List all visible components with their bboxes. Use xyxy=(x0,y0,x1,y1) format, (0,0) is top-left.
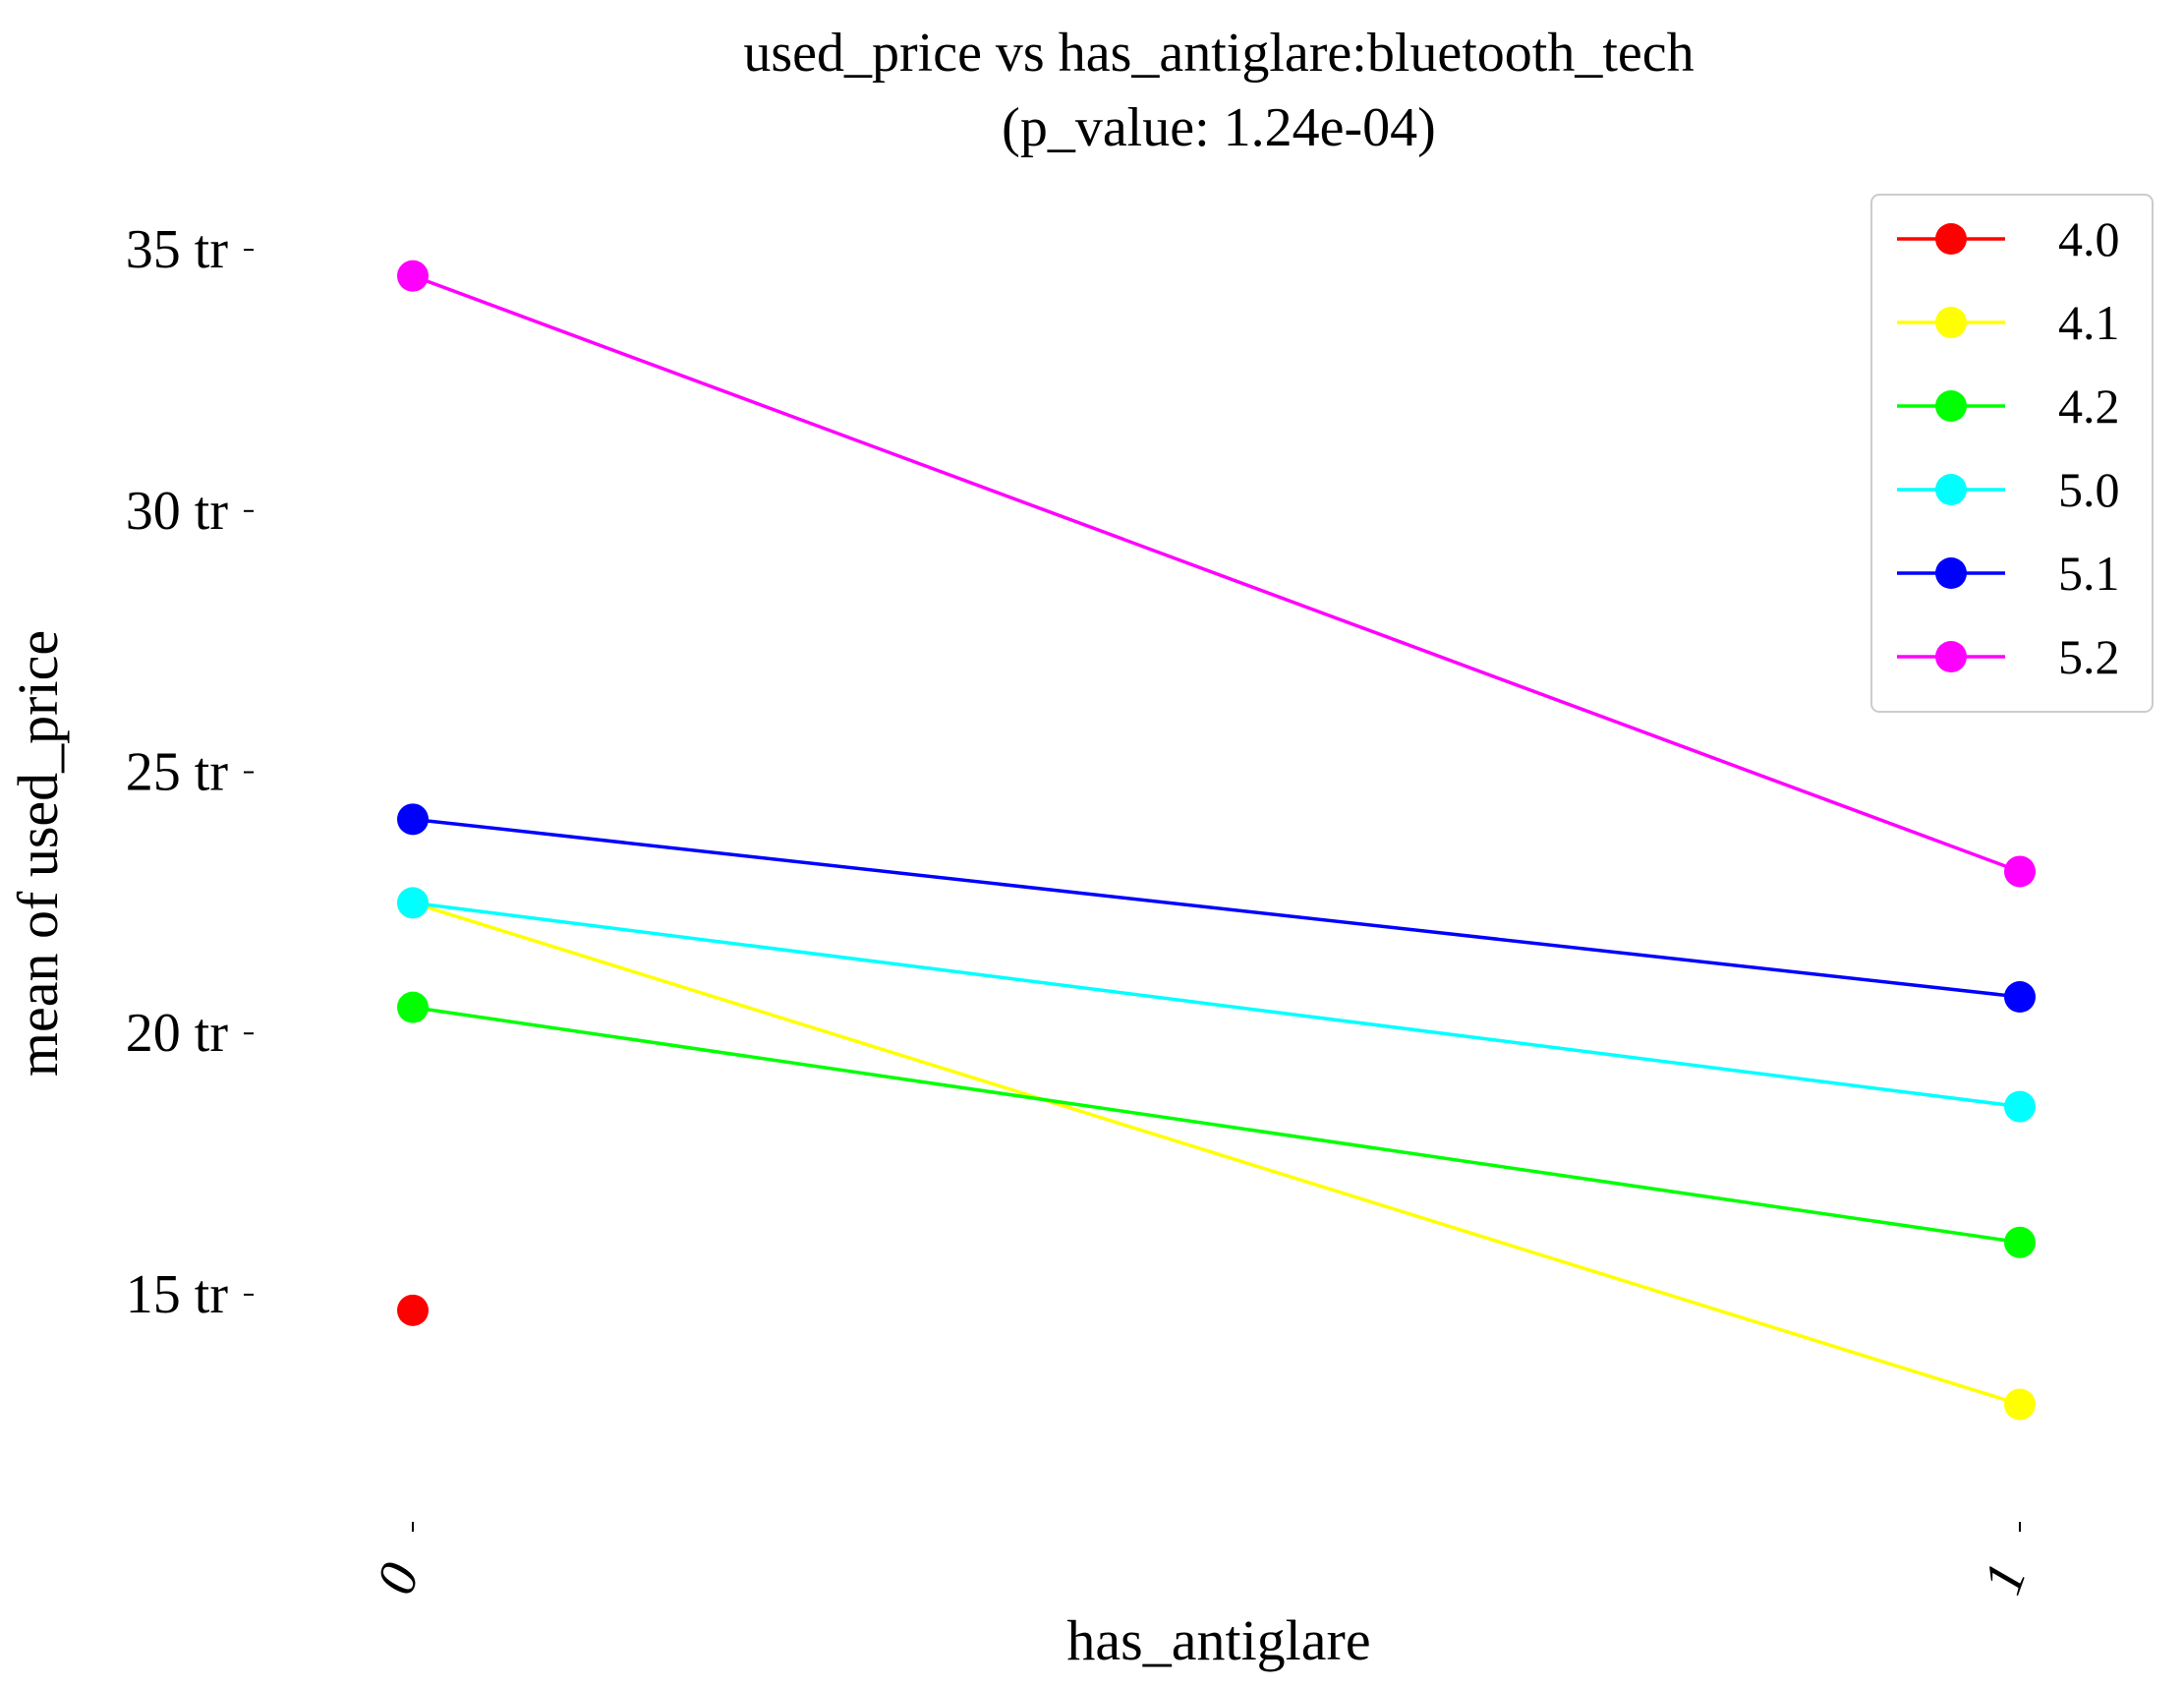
legend-label: 4.2 xyxy=(2058,378,2120,434)
y-tick-label: 35 tr xyxy=(126,219,229,280)
y-tick-label: 15 tr xyxy=(126,1264,229,1325)
series-4.2 xyxy=(397,991,2036,1258)
legend-label: 5.1 xyxy=(2058,546,2120,601)
legend-entry: 4.1 xyxy=(1897,295,2120,350)
series-5.1 xyxy=(397,803,2036,1014)
legend-entry: 5.2 xyxy=(1897,629,2120,684)
data-point xyxy=(2004,1090,2036,1123)
legend-marker xyxy=(1935,390,1967,422)
data-point xyxy=(397,991,429,1023)
data-point xyxy=(2004,1226,2036,1258)
series-5.0 xyxy=(397,887,2036,1123)
legend-entry: 4.2 xyxy=(1897,378,2120,434)
y-axis-label: mean of used_price xyxy=(6,630,70,1077)
legend-marker xyxy=(1935,223,1967,255)
y-axis: 15 tr 20 tr 25 tr 30 tr 35 tr xyxy=(126,219,254,1325)
y-tick-label: 25 tr xyxy=(126,742,229,803)
legend-marker xyxy=(1935,474,1967,505)
x-axis-label: has_antiglare xyxy=(1066,1608,1370,1672)
legend: 4.0 4.1 4.2 5.0 5.1 5.2 xyxy=(1870,194,2154,713)
legend-marker xyxy=(1935,557,1967,589)
data-point xyxy=(397,803,429,836)
y-tick-label: 20 tr xyxy=(126,1003,229,1064)
legend-marker xyxy=(1935,641,1967,672)
data-point xyxy=(2004,855,2036,888)
legend-entry: 5.0 xyxy=(1897,462,2120,517)
data-point xyxy=(397,260,429,292)
plot-area xyxy=(397,260,2036,1421)
legend-label: 4.1 xyxy=(2058,295,2120,350)
series-4.1 xyxy=(397,887,2036,1421)
legend-entry: 4.0 xyxy=(1897,211,2120,266)
legend-label: 5.0 xyxy=(2058,462,2120,517)
data-point xyxy=(2004,981,2036,1014)
series-line xyxy=(412,274,2021,874)
y-tick-label: 30 tr xyxy=(126,481,229,542)
series-5.2 xyxy=(397,260,2036,888)
legend-label: 5.2 xyxy=(2058,629,2120,684)
series-line xyxy=(412,1005,2021,1245)
legend-entry: 5.1 xyxy=(1897,546,2120,601)
data-point xyxy=(397,887,429,919)
series-line xyxy=(412,817,2021,999)
data-point xyxy=(397,1294,429,1326)
chart-title: used_price vs has_antiglare:bluetooth_te… xyxy=(743,23,1694,84)
series-line xyxy=(412,901,2021,1109)
legend-marker xyxy=(1935,307,1967,338)
x-tick-label: 1 xyxy=(1972,1555,2039,1602)
chart-subtitle: (p_value: 1.24e-04) xyxy=(1002,97,1436,158)
x-tick-label: 0 xyxy=(365,1555,431,1602)
series-4.0 xyxy=(397,1294,429,1326)
data-point xyxy=(2004,1388,2036,1421)
legend-label: 4.0 xyxy=(2058,211,2120,266)
series-line xyxy=(412,901,2021,1407)
